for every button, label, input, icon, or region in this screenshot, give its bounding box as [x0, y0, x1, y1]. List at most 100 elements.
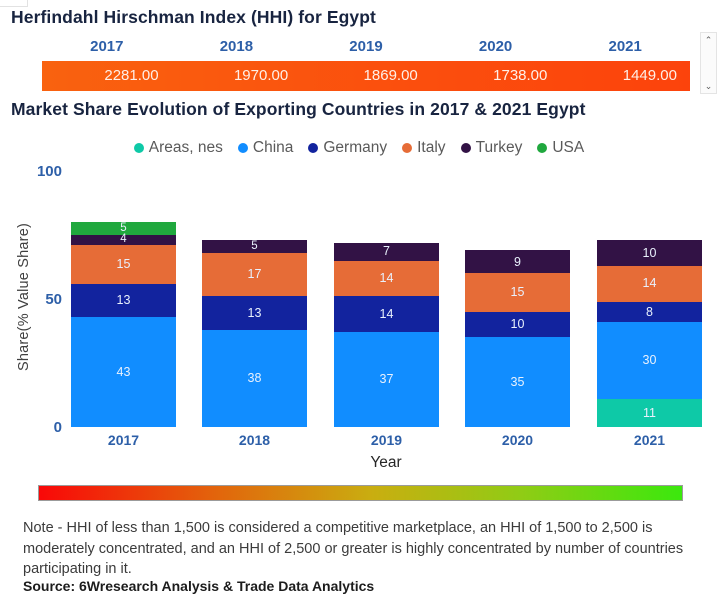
bar-segment-germany[interactable]: 13 [71, 283, 176, 317]
segment-value-label: 35 [510, 374, 525, 389]
segment-value-label: 5 [120, 221, 127, 234]
hhi-value-cell[interactable]: 1869.00 [363, 67, 418, 84]
hhi-year-header-row: 2017 2018 2019 2020 2021 [42, 37, 690, 57]
segment-value-label: 13 [116, 293, 131, 308]
hhi-value-cell[interactable]: 1449.00 [622, 67, 677, 84]
legend-item-areas-nes[interactable]: Areas, nes [133, 139, 223, 157]
bar-segment-china[interactable]: 35 [465, 337, 570, 427]
hhi-scrollbar[interactable]: ⌃ ⌄ [700, 32, 717, 94]
scroll-up-button[interactable]: ⌃ [701, 33, 716, 47]
bar-segment-italy[interactable]: 15 [71, 245, 176, 284]
bar-2018: 38 13 17 5 [202, 240, 307, 427]
legend-item-germany[interactable]: Germany [308, 139, 387, 157]
scroll-down-button[interactable]: ⌄ [701, 79, 716, 93]
segment-value-label: 10 [510, 317, 525, 332]
bar-segment-germany[interactable]: 14 [334, 296, 439, 333]
bar-2017: 43 13 15 4 5 [71, 222, 176, 427]
hhi-gradient-scale [38, 485, 683, 501]
segment-value-label: 15 [116, 257, 131, 272]
bar-2020: 35 10 15 9 [465, 250, 570, 427]
segment-value-label: 37 [379, 372, 394, 387]
segment-value-label: 15 [510, 285, 525, 300]
x-tick: 2019 [370, 432, 403, 448]
legend-dot-icon [308, 143, 319, 153]
bar-segment-areas-nes[interactable]: 11 [597, 398, 702, 427]
hhi-title: Herfindahl Hirschman Index (HHI) for Egy… [11, 7, 376, 27]
scroll-down-icon: ⌄ [704, 80, 713, 91]
hhi-value-strip: 2281.00 1970.00 1869.00 1738.00 1449.00 [42, 61, 690, 91]
bar-segment-turkey[interactable]: 10 [597, 240, 702, 266]
hhi-year-header[interactable]: 2021 [608, 38, 642, 55]
x-axis-title: Year [370, 454, 402, 471]
segment-value-label: 11 [643, 405, 656, 420]
x-tick: 2017 [107, 432, 140, 448]
x-tick: 2018 [238, 432, 271, 448]
bar-2019: 37 14 14 7 [334, 242, 439, 427]
bar-segment-turkey[interactable]: 5 [202, 240, 307, 253]
segment-value-label: 14 [379, 271, 394, 286]
legend-label: Areas, nes [148, 139, 223, 156]
bar-segment-turkey[interactable]: 4 [71, 233, 176, 246]
legend-label: China [252, 139, 294, 156]
note-text: Note - HHI of less than 1,500 is conside… [23, 520, 684, 578]
segment-value-label: 8 [646, 304, 653, 319]
segment-value-label: 4 [120, 233, 127, 246]
bar-segment-germany[interactable]: 10 [465, 311, 570, 338]
legend-dot-icon [237, 143, 248, 153]
legend-item-china[interactable]: China [237, 139, 294, 157]
bar-segment-turkey[interactable]: 9 [465, 250, 570, 274]
segment-value-label: 14 [379, 307, 394, 322]
hhi-value-cell[interactable]: 1970.00 [233, 67, 289, 84]
legend-dot-icon [402, 143, 413, 153]
segment-value-label: 5 [251, 239, 258, 252]
segment-value-label: 30 [642, 353, 657, 368]
chart-legend: Areas, nes China Germany Italy Turkey USA [0, 136, 718, 160]
legend-dot-icon [537, 143, 548, 153]
segment-value-label: 14 [642, 276, 657, 291]
bar-segment-turkey[interactable]: 7 [334, 242, 439, 261]
segment-value-label: 10 [642, 245, 657, 260]
segment-value-label: 17 [247, 267, 262, 282]
bar-segment-italy[interactable]: 14 [597, 265, 702, 302]
legend-item-italy[interactable]: Italy [402, 139, 446, 157]
segment-value-label: 13 [247, 305, 262, 320]
legend-label: Germany [323, 139, 388, 156]
bar-segment-italy[interactable]: 15 [465, 273, 570, 312]
legend-item-usa[interactable]: USA [537, 139, 584, 157]
bar-segment-china[interactable]: 38 [202, 329, 307, 427]
legend-item-turkey[interactable]: Turkey [460, 139, 523, 157]
legend-dot-icon [133, 143, 144, 153]
x-tick: 2021 [633, 432, 666, 448]
hhi-year-header[interactable]: 2018 [219, 38, 254, 55]
bar-segment-china[interactable]: 30 [597, 322, 702, 399]
hhi-year-header[interactable]: 2019 [349, 38, 383, 55]
y-tick: 50 [45, 291, 62, 308]
bar-segment-china[interactable]: 43 [71, 316, 176, 427]
bar-segment-italy[interactable]: 17 [202, 252, 307, 297]
bar-segment-italy[interactable]: 14 [334, 260, 439, 297]
legend-label: Turkey [475, 139, 523, 156]
bar-segment-germany[interactable]: 13 [202, 296, 307, 330]
hhi-year-header[interactable]: 2020 [478, 38, 513, 55]
segment-value-label: 43 [116, 364, 131, 379]
bar-segment-usa[interactable]: 5 [71, 221, 176, 236]
hhi-value-cell[interactable]: 1738.00 [493, 67, 548, 84]
y-tick: 100 [36, 163, 62, 180]
legend-label: Italy [417, 139, 446, 156]
x-tick: 2020 [501, 432, 534, 448]
bar-2021: 11 30 8 14 10 [597, 240, 702, 427]
bar-segment-germany[interactable]: 8 [597, 301, 702, 323]
hhi-year-header[interactable]: 2017 [90, 38, 124, 55]
segment-value-label: 9 [514, 254, 521, 269]
legend-label: USA [552, 139, 585, 156]
bar-segment-china[interactable]: 37 [334, 332, 439, 427]
segment-value-label: 7 [383, 244, 390, 259]
scroll-up-icon: ⌃ [704, 34, 713, 45]
hhi-value-cell[interactable]: 2281.00 [104, 67, 159, 84]
segment-value-label: 38 [247, 371, 262, 386]
source-text: Source: 6Wresearch Analysis & Trade Data… [23, 578, 375, 594]
y-tick: 0 [53, 419, 62, 436]
market-share-title: Market Share Evolution of Exporting Coun… [11, 99, 586, 119]
panel-corner-artifact [0, 0, 28, 7]
